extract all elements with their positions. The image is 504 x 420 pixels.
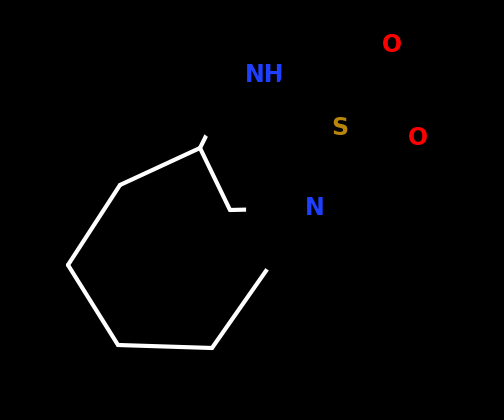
Text: S: S xyxy=(332,116,349,140)
Text: O: O xyxy=(382,33,402,57)
Text: N: N xyxy=(305,196,325,220)
Text: NH: NH xyxy=(245,63,285,87)
Text: O: O xyxy=(408,126,428,150)
